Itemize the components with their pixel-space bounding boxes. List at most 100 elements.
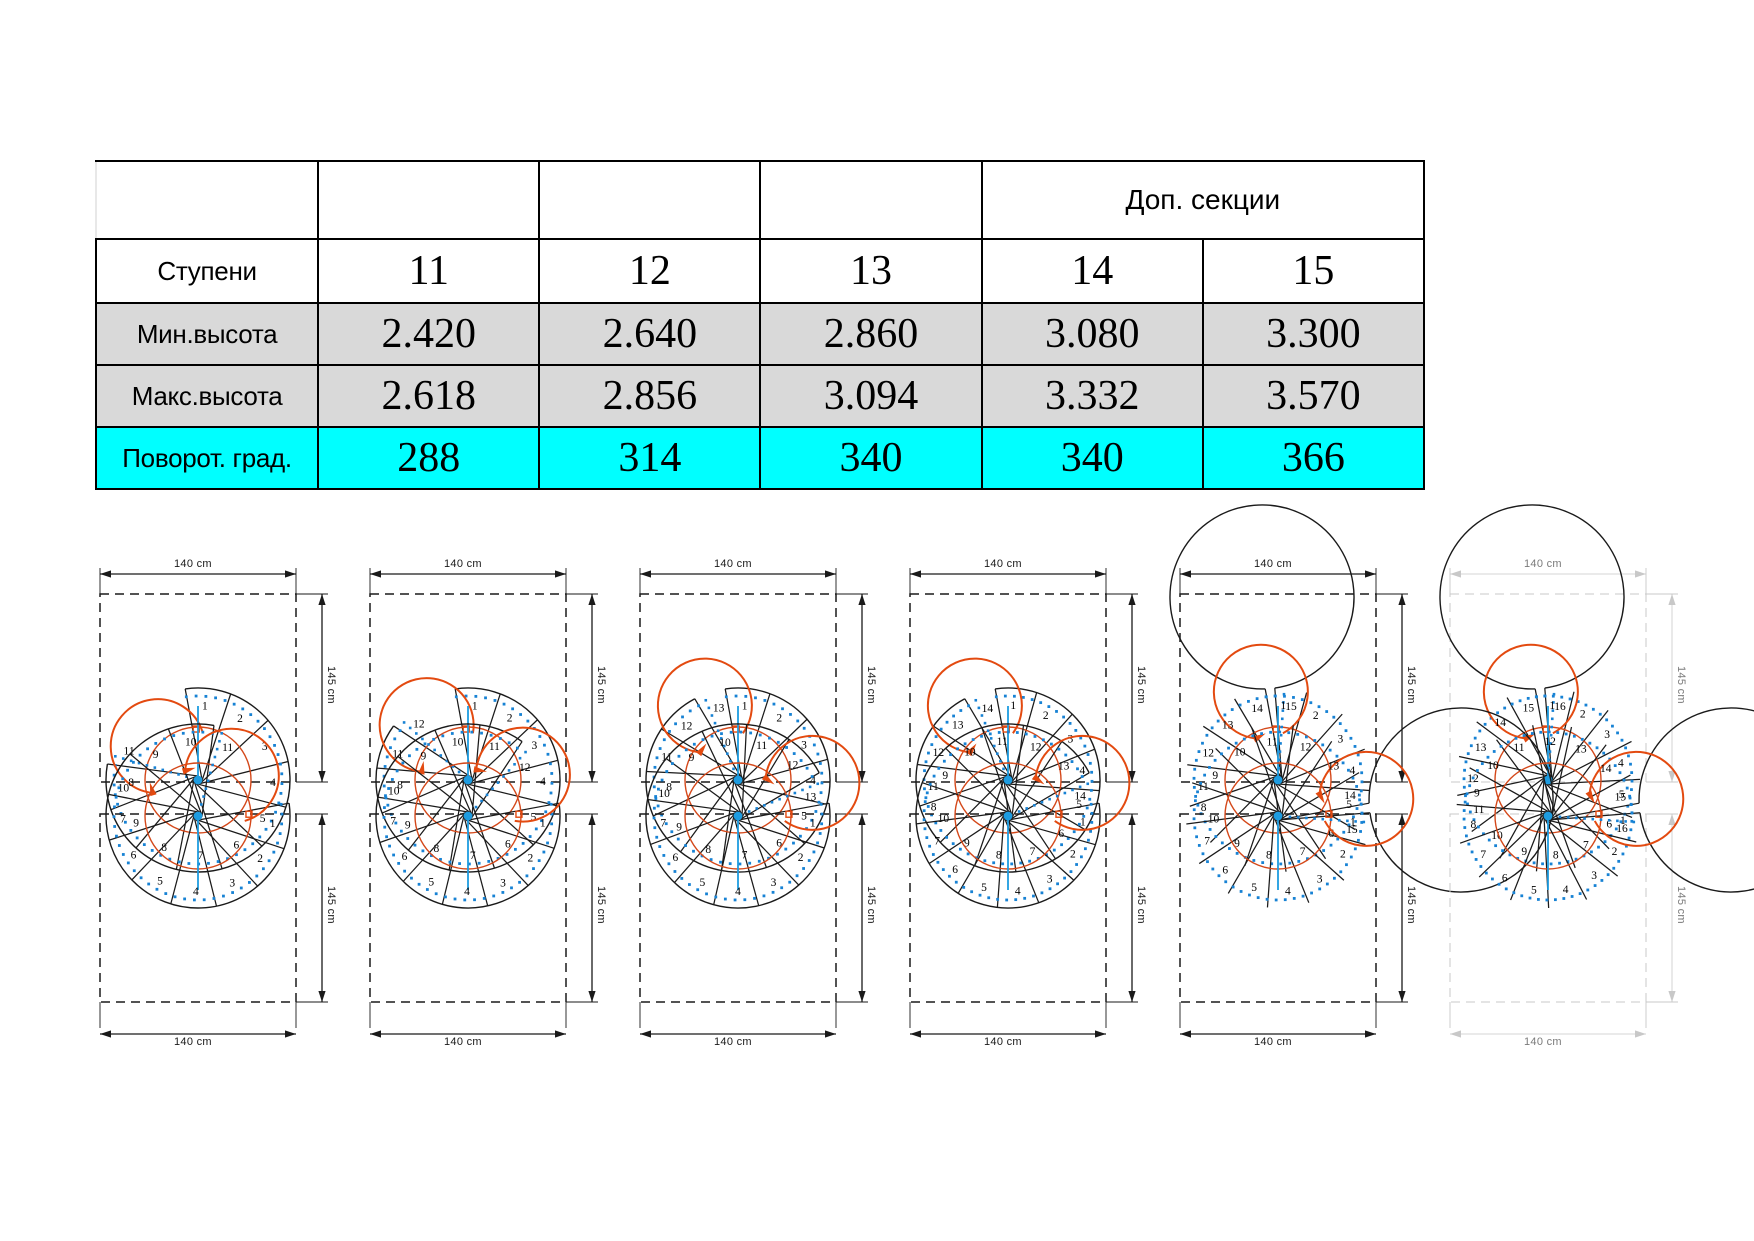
- tread-number: 15: [1285, 701, 1297, 713]
- tread-number: 15: [1523, 703, 1535, 715]
- tread-number: 5: [157, 876, 163, 888]
- tread-number: 11: [1473, 804, 1484, 816]
- tread-number: 1: [742, 700, 748, 712]
- dimension-label-width: 140 cm: [174, 558, 212, 570]
- tread-number: 11: [392, 749, 403, 761]
- tread-number: 1: [810, 818, 816, 830]
- tread-number: 6: [505, 839, 511, 851]
- tread-number: 1: [270, 818, 276, 830]
- diagram-cell-d-13-bot: 1 2 3 4 5 6 7 8 9 10 11 12 13 140 cm 145 cm: [620, 723, 882, 1048]
- tread-number: 8: [128, 777, 134, 789]
- tread-number: 8: [433, 843, 439, 855]
- staircase-plan-d-11-bot: 1 2 3 4 5 6 7 8 9 10 11: [99, 723, 328, 1038]
- table-row-rotation: Поворот. град. 288 314 340 340 366: [94, 426, 1426, 490]
- tread-number: 3: [801, 739, 807, 751]
- tread-number: 7: [1030, 846, 1036, 858]
- tread-number: 3: [1068, 733, 1074, 745]
- blank-cell: [759, 160, 983, 240]
- tread-number: 14: [1600, 763, 1612, 775]
- tread-number: 11: [222, 742, 233, 754]
- tread-number: 1: [540, 818, 546, 830]
- tread-number: 14: [1074, 790, 1086, 802]
- tread-number: 16: [1554, 701, 1566, 713]
- tread-number: 11: [124, 745, 135, 757]
- tread-number: 2: [1340, 849, 1346, 861]
- dimension-label-height: 145 cm: [865, 886, 877, 924]
- tread-number: 9: [405, 820, 411, 832]
- tread-number: 9: [1521, 846, 1527, 858]
- tread-number: 1: [1549, 700, 1555, 712]
- tread-number: 1: [1080, 816, 1086, 828]
- diagram-row-top: 1 2 3 4 5 6 7 8 9 10 11 140 cm 145 cm 1 2 3 4 5 6 7 8 9 10 11 12…: [80, 504, 1700, 873]
- tread-number: 2: [507, 713, 513, 725]
- tread-number: 11: [756, 740, 767, 752]
- tread-number: 6: [776, 838, 782, 850]
- tread-number: 8: [1471, 819, 1477, 831]
- tread-number: 1: [1620, 815, 1626, 827]
- tread-number: 4: [1079, 765, 1085, 777]
- tread-number: 10: [1487, 760, 1499, 772]
- tread-number: 2: [1580, 709, 1586, 721]
- diagram-cell-d-12-top: 1 2 3 4 5 6 7 8 9 10 11 12 140 cm 145 cm: [350, 556, 612, 873]
- tread-number: 16: [1616, 823, 1628, 835]
- tread-number: 5: [1531, 885, 1537, 897]
- tread-number: 10: [1491, 830, 1503, 842]
- tread-number: 12: [1030, 741, 1042, 753]
- tread-number: 8: [1553, 850, 1559, 862]
- tread-number: 14: [1344, 790, 1356, 802]
- tread-number: 3: [771, 877, 777, 889]
- tread-number: 1: [472, 700, 478, 712]
- tread-number: 9: [153, 749, 159, 761]
- tread-number: 4: [193, 886, 199, 898]
- dimension-label-width: 140 cm: [984, 1036, 1022, 1048]
- blank-cell: [94, 160, 320, 240]
- tread-number: 2: [257, 853, 263, 865]
- dimension-label-width: 140 cm: [444, 1036, 482, 1048]
- tread-number: 12: [519, 762, 531, 774]
- tread-number: 8: [996, 849, 1002, 861]
- tread-number: 6: [402, 851, 408, 863]
- tread-number: 13: [1222, 719, 1234, 731]
- tread-number: 9: [942, 770, 948, 782]
- diagram-cell-d-12-bot: 1 2 3 4 5 6 7 8 9 10 11 12 140 cm 145 cm: [350, 723, 612, 1048]
- table-row-steps: Ступени 11 12 13 14 15: [94, 238, 1426, 304]
- dimension-label-width: 140 cm: [714, 558, 752, 570]
- max-height-col-1: 2.856: [538, 364, 762, 428]
- tread-number: 9: [1234, 838, 1240, 850]
- tread-number: 11: [489, 741, 500, 753]
- dimension-label-width: 140 cm: [444, 558, 482, 570]
- tread-number: 9: [1212, 770, 1218, 782]
- tread-number: 13: [713, 703, 725, 715]
- row-label-rotation: Поворот. град.: [94, 426, 320, 490]
- tread-number: 4: [540, 776, 546, 788]
- tread-number: 13: [1328, 761, 1340, 773]
- rotation-col-4: 366: [1201, 426, 1426, 490]
- tread-number: 15: [1346, 824, 1358, 836]
- tread-number: 10: [452, 737, 464, 749]
- dimension-label-height: 145 cm: [595, 886, 607, 924]
- tread-number: 7: [1300, 846, 1306, 858]
- tread-number: 5: [1076, 799, 1082, 811]
- tread-number: 1: [1350, 816, 1356, 828]
- tread-number: 4: [464, 886, 470, 898]
- tread-number: 7: [390, 816, 396, 828]
- tread-number: 10: [964, 746, 976, 758]
- tread-number: 6: [1606, 818, 1612, 830]
- tread-number: 12: [681, 720, 693, 732]
- rotation-col-2: 340: [759, 426, 983, 490]
- diagram-row-bottom: 1 2 3 4 5 6 7 8 9 10 11 140 cm 145 cm 1 2 3 4 5 6 7 8 9 10 11 12…: [80, 707, 1754, 1048]
- rotation-col-3: 340: [980, 426, 1204, 490]
- tread-number: 13: [1058, 761, 1070, 773]
- max-height-col-0: 2.618: [317, 364, 541, 428]
- dimension-label-height: 145 cm: [1405, 666, 1417, 704]
- dimension-label-width: 140 cm: [984, 558, 1022, 570]
- tread-number: 6: [1328, 828, 1334, 840]
- diagram-cell-d-15-bot: 1 2 3 4 5 6 7 8 9 10 11 12 13 14 15 140 cm 145 cm: [1160, 707, 1554, 1048]
